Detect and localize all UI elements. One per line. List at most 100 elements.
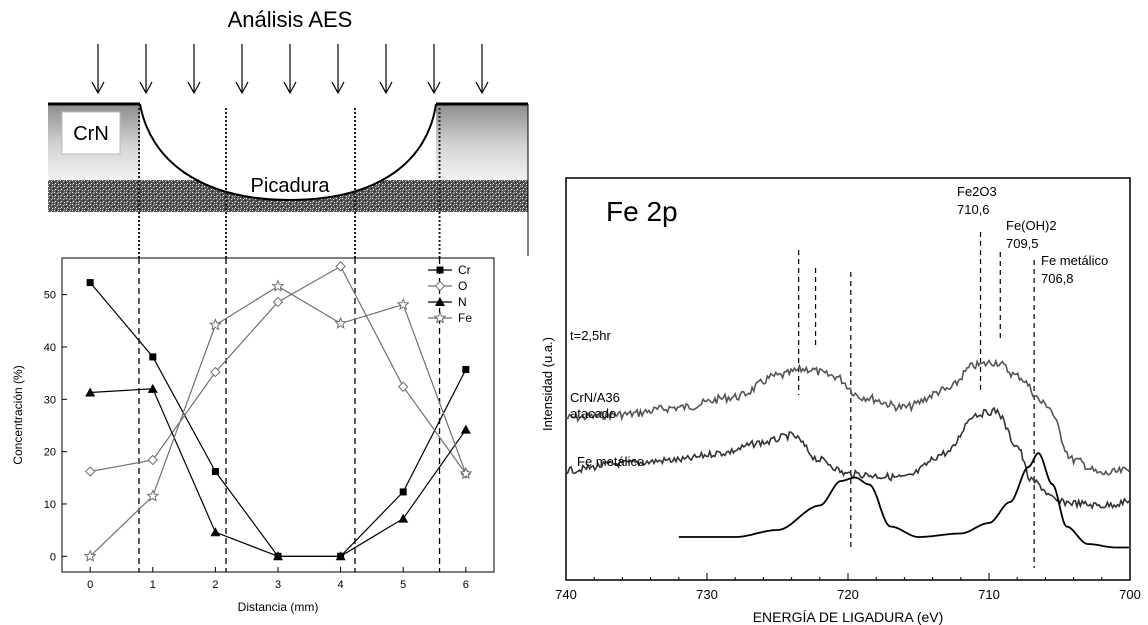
x-tick-label: 0 [87, 579, 93, 591]
y-axis-label: Intensidad (u.a.) [540, 337, 555, 431]
data-point [211, 468, 219, 476]
down-arrow-icon [235, 44, 249, 95]
data-point [210, 366, 221, 378]
legend-label: O [458, 279, 467, 293]
series-fe [83, 279, 473, 562]
series-2 [565, 406, 1130, 511]
legend-entry: Cr [428, 263, 471, 277]
series-group [565, 358, 1130, 549]
series-group [83, 261, 473, 562]
series-label: t=2,5hr [570, 328, 612, 343]
down-arrow-icon [475, 44, 489, 95]
series-line [89, 285, 467, 557]
data-point [436, 266, 444, 274]
series-cr [86, 279, 470, 560]
y-axis: 0 10 20 30 40 50 [44, 290, 67, 563]
y-tick-label: 0 [50, 551, 56, 563]
data-point [149, 353, 157, 361]
data-point [147, 454, 158, 466]
x-tick-label: 6 [463, 579, 469, 591]
x-tick-label: 730 [696, 587, 718, 602]
y-tick-label: 20 [44, 447, 56, 459]
crn-layer-right [436, 104, 528, 180]
x-tick-label: 1 [150, 579, 156, 591]
series-3 [678, 452, 1129, 549]
pit-label: Picadura [251, 175, 331, 197]
data-point [210, 527, 221, 537]
peak-annotation: Fe metálico 706,8 [1041, 253, 1108, 286]
annotation-line: Fe metálico [1041, 253, 1108, 268]
data-point [83, 549, 97, 562]
data-point [146, 489, 160, 502]
data-point [459, 466, 473, 480]
vertical-markers [138, 258, 441, 572]
down-arrow-icon [379, 44, 393, 95]
crn-label: CrN [73, 123, 109, 145]
down-arrow-icon [91, 44, 105, 95]
down-arrow-icon [187, 44, 201, 95]
chart-title: Fe 2p [606, 196, 678, 227]
reference-lines [798, 232, 1035, 568]
x-tick-label: 2 [212, 579, 218, 591]
down-arrow-icon [427, 44, 441, 95]
x-tick-label: 740 [555, 587, 577, 602]
data-point [86, 279, 94, 287]
fe2p-xps-chart: 740 730 720 710 700 Fe 2p Fe2O3 710,6 Fe(OH)2 7… [540, 177, 1141, 625]
series-label-text: CrN/A36 [570, 390, 620, 405]
annotation-line: Fe2O3 [957, 184, 997, 199]
x-axis: 0 1 2 3 4 5 6 [87, 567, 469, 591]
x-axis-label: ENERGÍA DE LIGADURA (eV) [753, 609, 944, 625]
legend-entry: O [428, 279, 467, 293]
aes-arrows [91, 44, 489, 95]
annotation-line: 709,5 [1006, 236, 1039, 251]
x-axis: 740 730 720 710 700 [555, 573, 1141, 602]
aes-schematic: CrN Picadura Análisis AES [48, 7, 529, 258]
data-point [396, 297, 410, 311]
aes-profile-chart: 0 10 20 30 40 50 0 1 2 3 4 5 6 Cr ON Fe Distancia (mm… [11, 257, 495, 614]
annotation-line: Fe(OH)2 [1006, 218, 1057, 233]
data-point [335, 261, 346, 272]
data-point [398, 381, 409, 392]
series-1 [565, 358, 1130, 476]
x-axis-label: Distancia (mm) [238, 600, 319, 614]
series-label-text: atacado [570, 406, 616, 421]
down-arrow-icon [139, 44, 153, 95]
x-tick-label: 4 [338, 579, 344, 591]
down-arrow-icon [331, 44, 345, 95]
y-axis-label: Concentración (%) [11, 365, 25, 464]
x-tick-label: 5 [400, 579, 406, 591]
peak-annotation: Fe2O3 710,6 [957, 184, 997, 217]
y-tick-label: 50 [44, 290, 56, 302]
data-point [334, 316, 348, 329]
down-arrow-icon [283, 44, 297, 95]
spectrum-line [678, 452, 1129, 549]
data-point [398, 513, 409, 523]
data-point [335, 551, 346, 561]
peak-annotations: Fe2O3 710,6 Fe(OH)2 709,5Fe metálico 706,8 [957, 184, 1108, 286]
data-point [271, 279, 285, 292]
y-tick-label: 10 [44, 499, 56, 511]
legend: Cr ON Fe [428, 263, 472, 325]
schematic-title: Análisis AES [228, 7, 353, 32]
data-point [460, 424, 471, 434]
data-point [433, 311, 447, 324]
legend-label: Cr [458, 263, 471, 277]
x-tick-label: 720 [837, 587, 859, 602]
plot-frame [565, 177, 1131, 581]
series-label-text: t=2,5hr [570, 328, 612, 343]
series-line [90, 388, 467, 557]
y-tick-label: 40 [44, 342, 56, 354]
annotation-line: 710,6 [957, 202, 990, 217]
x-tick-label: 700 [1119, 587, 1141, 602]
data-point [84, 466, 96, 477]
spectrum-line [565, 358, 1130, 476]
data-point [434, 280, 446, 292]
series-o [84, 261, 472, 479]
x-tick-label: 710 [978, 587, 1000, 602]
peak-annotation: Fe(OH)2 709,5 [1006, 218, 1057, 251]
series-n [85, 383, 471, 561]
series-label-text: Fe metálico [577, 454, 644, 469]
